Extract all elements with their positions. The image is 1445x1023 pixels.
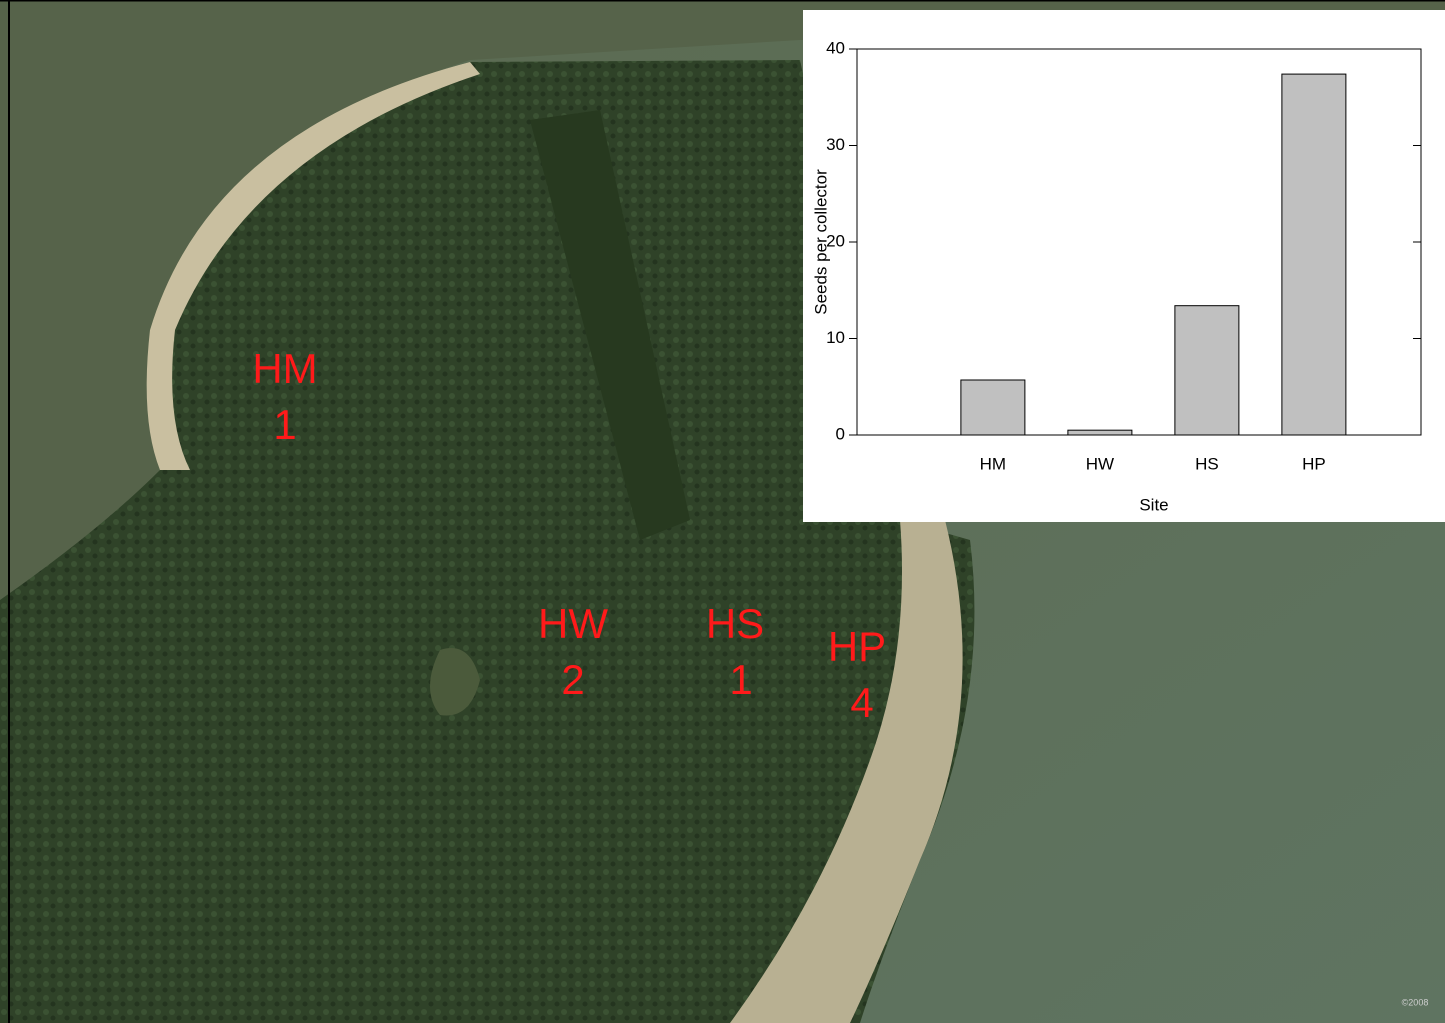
site-label: HS xyxy=(706,600,764,647)
map-figure: ©2008 HM1HW2HS1HP4 Site Seeds per collec… xyxy=(0,0,1445,1023)
x-axis-label: Site xyxy=(1139,495,1168,514)
y-tick-label: 30 xyxy=(826,135,845,154)
site-count: 1 xyxy=(729,656,752,703)
site-count: 1 xyxy=(273,401,296,448)
site-count: 4 xyxy=(850,679,873,726)
y-tick-label: 0 xyxy=(836,424,845,443)
bar xyxy=(1068,430,1132,435)
x-tick-label: HS xyxy=(1195,454,1219,473)
bar xyxy=(1175,306,1239,435)
y-tick-label: 20 xyxy=(826,231,845,250)
y-tick-label: 10 xyxy=(826,328,845,347)
copyright: ©2008 xyxy=(1402,997,1429,1007)
x-tick-label: HP xyxy=(1302,454,1326,473)
x-tick-label: HM xyxy=(980,454,1006,473)
page: {"chart_data": {"type": "bar", "x_label"… xyxy=(0,0,1445,1023)
bar xyxy=(961,380,1025,435)
y-tick-label: 40 xyxy=(826,38,845,57)
site-label: HP xyxy=(828,623,886,670)
x-tick-label: HW xyxy=(1086,454,1114,473)
site-label: HW xyxy=(538,600,608,647)
site-label: HM xyxy=(252,345,317,392)
bar xyxy=(1282,74,1346,435)
chart-panel xyxy=(803,10,1445,522)
site-count: 2 xyxy=(561,656,584,703)
